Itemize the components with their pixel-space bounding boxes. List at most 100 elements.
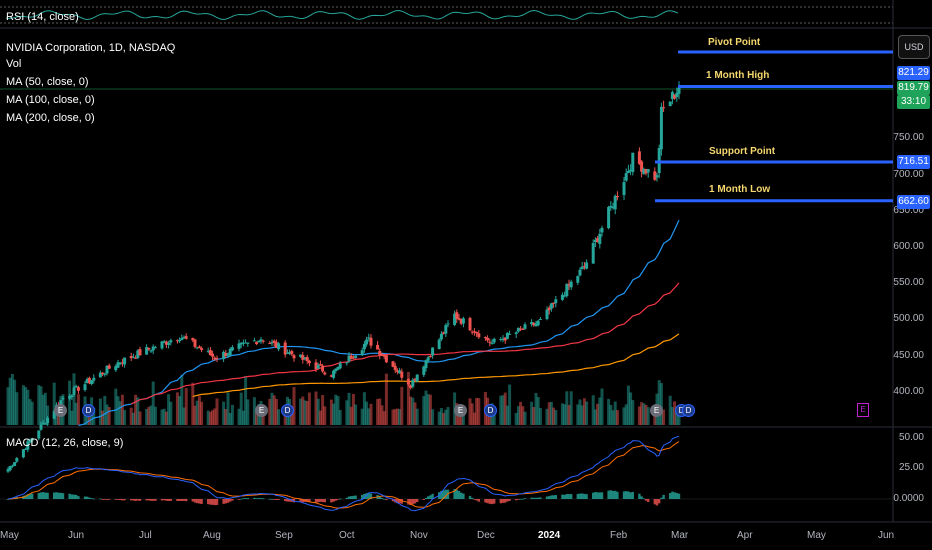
candle-body [492,338,496,343]
candle-body [98,372,102,378]
macd-histogram-bar [77,496,80,499]
upcoming-earnings-icon[interactable]: E [857,403,869,417]
rsi-legend: RSI (14, close) [6,11,79,23]
macd-histogram-bar [607,490,610,499]
candle-body [92,377,96,381]
macd-histogram-bar [191,499,194,502]
candle-body [164,341,168,345]
candle-body [180,338,184,340]
macd-histogram-bar [521,498,524,500]
candle-body [241,342,245,344]
macd-histogram-bar [409,499,412,506]
candle-body [362,343,366,350]
macd-histogram-bar [213,499,216,506]
currency-button[interactable]: USD [898,35,930,59]
candle-body [662,107,666,109]
macd-histogram-bar [642,498,645,500]
volume-bar [411,397,415,425]
volume-bar [629,392,633,425]
dividend-event-icon[interactable]: D [281,404,294,417]
volume-bar [193,405,197,425]
candle-body [514,332,518,335]
volume-bar [582,398,586,425]
volume-bar [393,408,397,425]
macd-histogram-bar [28,493,32,499]
macd-histogram-bar [46,492,49,499]
macd-histogram-bar [367,492,370,499]
volume-bar [426,394,430,425]
candle-body [378,350,382,356]
macd-histogram-bar [629,492,632,499]
volume-bar [501,395,505,425]
volume-bar [395,408,399,425]
volume-bar [228,412,232,425]
macd-histogram-bar [673,492,676,499]
volume-bar [230,404,234,425]
volume-bar [255,412,259,425]
earnings-event-icon[interactable]: E [255,404,268,417]
candle-body [613,195,617,210]
candle-body [580,266,584,270]
macd-histogram-bar [336,499,340,500]
volume-bar [191,382,195,425]
candle-body [395,370,399,372]
candle-body [534,323,538,327]
macd-histogram-bar [398,499,401,504]
macd-histogram-bar [196,499,199,504]
candle-body [272,340,276,343]
macd-histogram-bar [457,490,461,499]
candle-body [415,374,419,382]
candle-body [151,346,155,351]
dividend-event-icon[interactable]: D [484,404,497,417]
candle-body [367,337,371,339]
candle-body [646,169,650,173]
volume-bar [321,395,325,425]
candle-body [244,342,248,344]
month-high-label: 1 Month High [706,70,770,81]
volume-bar [521,406,525,425]
candle-body [499,338,503,340]
earnings-event-icon[interactable]: E [650,404,663,417]
candle-body [215,358,219,360]
candle-body [442,332,446,334]
volume-bar [336,396,340,425]
candle-body [85,379,89,384]
dividend-event-icon[interactable]: D [82,404,95,417]
volume-bar [538,408,542,425]
volume-bar [598,397,602,425]
dividend-event-icon[interactable]: D [682,404,695,417]
candle-body [673,94,677,99]
macd-histogram-bar [675,492,678,499]
candle-body [134,357,138,359]
macd-histogram-bar [391,499,395,502]
candle-body [30,438,34,441]
macd-histogram-bar [442,490,445,499]
earnings-event-icon[interactable]: E [454,404,467,417]
macd-histogram-bar [594,491,597,499]
candle-body [382,355,386,357]
macd-histogram-bar [88,497,91,499]
price-tick: 700.00 [893,169,924,180]
volume-bar [116,396,120,425]
macd-histogram-bar [583,493,586,499]
macd-histogram-bar [565,494,568,499]
volume-legend: Vol [6,58,22,70]
earnings-event-icon[interactable]: E [54,404,67,417]
volume-bar [10,373,14,425]
candle-body [439,333,443,340]
macd-histogram-bar [431,493,434,499]
macd-histogram-bar [576,493,579,499]
macd-histogram-bar [55,492,58,499]
macd-histogram-bar [273,499,276,500]
candle-body [369,337,373,346]
candle-body [472,331,476,333]
volume-bar [545,408,549,425]
volume-bar [530,401,534,425]
volume-bar [439,408,443,425]
volume-bar [351,393,355,425]
volume-bar [362,392,366,425]
candle-body [488,341,492,343]
time-label: Feb [610,530,628,541]
volume-bar [378,398,382,425]
